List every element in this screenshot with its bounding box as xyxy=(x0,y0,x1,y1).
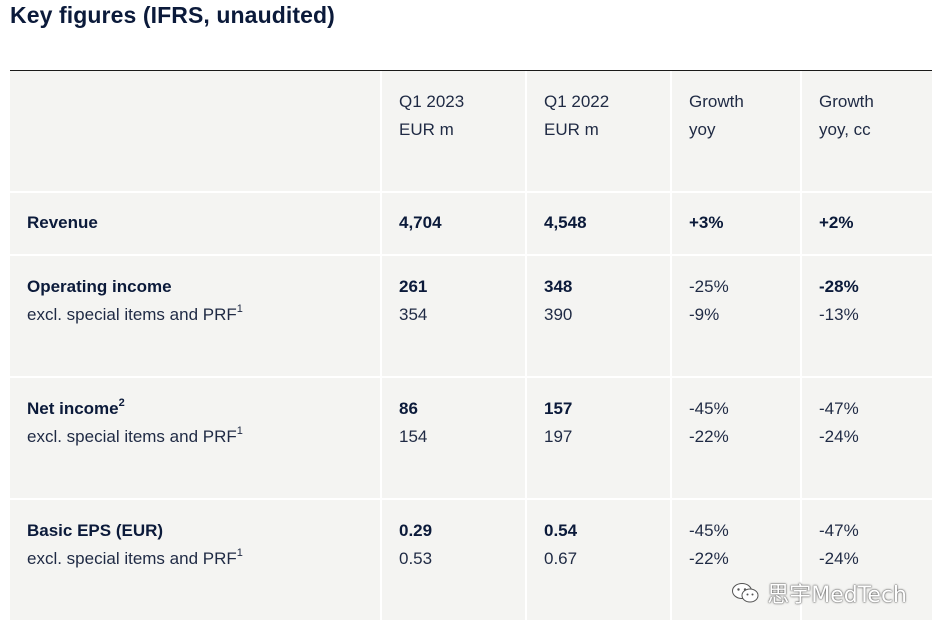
footnote-marker: 1 xyxy=(236,547,243,560)
cell-growth: -25% xyxy=(689,277,729,296)
cell-q1-2022: 0.54 xyxy=(544,521,578,540)
header-q1-2022-period: Q1 2022 xyxy=(544,92,610,111)
cell-growth-sub: -22% xyxy=(689,427,729,446)
cell-q1-2022-sub: 390 xyxy=(544,305,573,324)
table-header-row: Q1 2023 EUR m Q1 2022 EUR m Growth yoy G… xyxy=(10,71,932,193)
cell-growth: -45% xyxy=(689,521,729,540)
header-q1-2022-unit: EUR m xyxy=(544,120,599,139)
watermark-text: 思宇MedTech xyxy=(767,583,907,608)
cell-growth-sub: -9% xyxy=(689,305,720,324)
header-growth-sub: yoy xyxy=(689,120,716,139)
cell-q1-2022-sub: 197 xyxy=(544,427,573,446)
cell-q1-2023-sub: 154 xyxy=(399,427,428,446)
cell-q1-2022-sub: 0.67 xyxy=(544,549,578,568)
cell-q1-2023: 4,704 xyxy=(399,213,442,232)
header-q1-2023-unit: EUR m xyxy=(399,120,454,139)
header-q1-2023-period: Q1 2023 xyxy=(399,92,465,111)
watermark: 思宇MedTech xyxy=(731,577,907,609)
row-label: Operating income xyxy=(27,277,172,296)
cell-q1-2023-sub: 354 xyxy=(399,305,428,324)
table-row-basic-eps: Basic EPS (EUR) excl. special items and … xyxy=(10,500,932,622)
cell-growth-cc-sub: -24% xyxy=(819,549,859,568)
footnote-marker: 1 xyxy=(236,425,243,438)
cell-growth-cc-sub: -24% xyxy=(819,427,859,446)
cell-q1-2022: 348 xyxy=(544,277,573,296)
cell-growth: -45% xyxy=(689,399,729,418)
cell-q1-2023: 0.29 xyxy=(399,521,433,540)
cell-growth: +3% xyxy=(689,213,724,232)
cell-q1-2022: 157 xyxy=(544,399,573,418)
row-label: Revenue xyxy=(27,213,98,232)
row-sub-label: excl. special items and PRF xyxy=(27,427,237,446)
cell-growth-cc-sub: -13% xyxy=(819,305,859,324)
row-sub-label: excl. special items and PRF xyxy=(27,549,237,568)
page-title: Key figures (IFRS, unaudited) xyxy=(10,2,335,28)
row-sub-label: excl. special items and PRF xyxy=(27,305,237,324)
row-label: Basic EPS (EUR) xyxy=(27,521,164,540)
cell-q1-2022: 4,548 xyxy=(544,213,587,232)
cell-growth-cc: -28% xyxy=(819,277,859,296)
key-figures-table: Q1 2023 EUR m Q1 2022 EUR m Growth yoy G… xyxy=(10,71,932,622)
row-label: Net income xyxy=(27,399,119,418)
cell-growth-cc: -47% xyxy=(819,399,859,418)
header-growth: Growth xyxy=(689,92,744,111)
wechat-icon xyxy=(731,581,761,605)
table-row-operating-income: Operating income excl. special items and… xyxy=(10,256,932,378)
cell-growth-cc: +2% xyxy=(819,213,854,232)
table-top-rule xyxy=(10,70,932,71)
cell-growth-sub: -22% xyxy=(689,549,729,568)
table-row-revenue: Revenue 4,704 4,548 +3% +2% xyxy=(10,193,932,256)
cell-q1-2023-sub: 0.53 xyxy=(399,549,433,568)
header-growth-cc: Growth xyxy=(819,92,874,111)
cell-q1-2023: 261 xyxy=(399,277,428,296)
cell-q1-2023: 86 xyxy=(399,399,418,418)
header-growth-cc-sub: yoy, cc xyxy=(819,120,871,139)
footnote-marker: 1 xyxy=(236,303,243,316)
footnote-marker: 2 xyxy=(118,397,125,410)
cell-growth-cc: -47% xyxy=(819,521,859,540)
table-row-net-income: Net income2 excl. special items and PRF1… xyxy=(10,378,932,500)
